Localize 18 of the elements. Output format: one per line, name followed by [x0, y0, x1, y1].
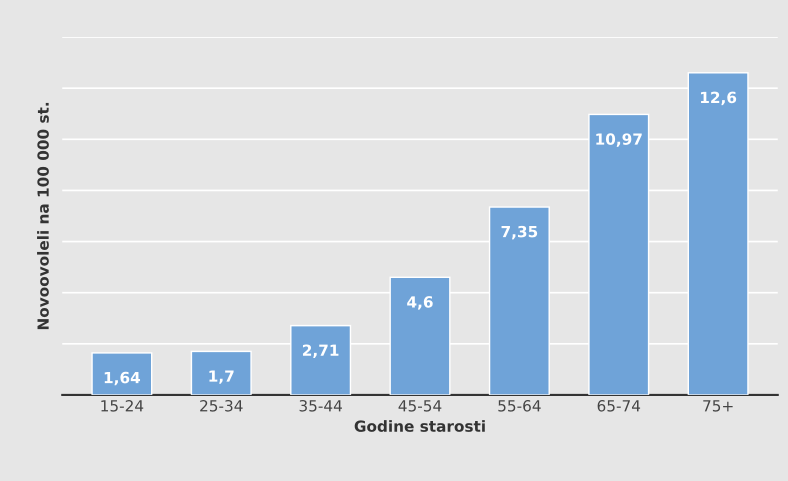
- bar: [190, 350, 252, 395]
- x-tick-label: 15-24: [101, 400, 144, 412]
- x-tick-label: 55-64: [498, 400, 541, 412]
- data-label: 1,7: [209, 370, 234, 384]
- data-label: 10,97: [596, 133, 642, 147]
- data-label: 1,64: [104, 372, 140, 386]
- bar: [91, 352, 152, 395]
- data-label: 4,6: [407, 296, 433, 310]
- x-axis-title: Godine starosti: [354, 420, 485, 432]
- data-label: 7,35: [502, 226, 538, 240]
- data-label: 2,71: [302, 344, 338, 358]
- data-label: 12,6: [701, 92, 736, 106]
- x-tick-label: 25-34: [200, 400, 243, 412]
- x-tick-label: 35-44: [300, 400, 342, 412]
- x-tick-label: 65-74: [598, 400, 640, 412]
- y-axis-title: Novoovoleli na 100 000 st.: [37, 102, 49, 330]
- x-tick-label: 75+: [703, 400, 733, 412]
- x-tick-label: 45-54: [398, 400, 442, 412]
